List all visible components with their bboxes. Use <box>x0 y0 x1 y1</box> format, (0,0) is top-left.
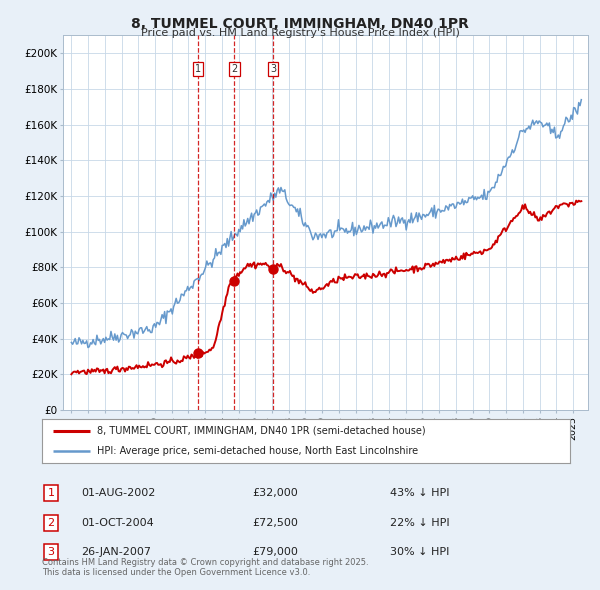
Text: 30% ↓ HPI: 30% ↓ HPI <box>390 548 449 557</box>
Text: 8, TUMMEL COURT, IMMINGHAM, DN40 1PR (semi-detached house): 8, TUMMEL COURT, IMMINGHAM, DN40 1PR (se… <box>97 426 426 436</box>
Text: 26-JAN-2007: 26-JAN-2007 <box>81 548 151 557</box>
Text: 1: 1 <box>195 64 201 74</box>
Text: Contains HM Land Registry data © Crown copyright and database right 2025.
This d: Contains HM Land Registry data © Crown c… <box>42 558 368 577</box>
Text: 43% ↓ HPI: 43% ↓ HPI <box>390 489 449 498</box>
Text: HPI: Average price, semi-detached house, North East Lincolnshire: HPI: Average price, semi-detached house,… <box>97 446 419 456</box>
Text: 3: 3 <box>270 64 276 74</box>
Text: 01-OCT-2004: 01-OCT-2004 <box>81 518 154 527</box>
Text: £32,000: £32,000 <box>252 489 298 498</box>
Text: 2: 2 <box>47 518 55 527</box>
Text: 01-AUG-2002: 01-AUG-2002 <box>81 489 155 498</box>
Text: 8, TUMMEL COURT, IMMINGHAM, DN40 1PR: 8, TUMMEL COURT, IMMINGHAM, DN40 1PR <box>131 17 469 31</box>
Text: £72,500: £72,500 <box>252 518 298 527</box>
Text: 22% ↓ HPI: 22% ↓ HPI <box>390 518 449 527</box>
Text: 1: 1 <box>47 489 55 498</box>
Text: Price paid vs. HM Land Registry's House Price Index (HPI): Price paid vs. HM Land Registry's House … <box>140 28 460 38</box>
Text: £79,000: £79,000 <box>252 548 298 557</box>
Text: 2: 2 <box>231 64 238 74</box>
Text: 3: 3 <box>47 548 55 557</box>
